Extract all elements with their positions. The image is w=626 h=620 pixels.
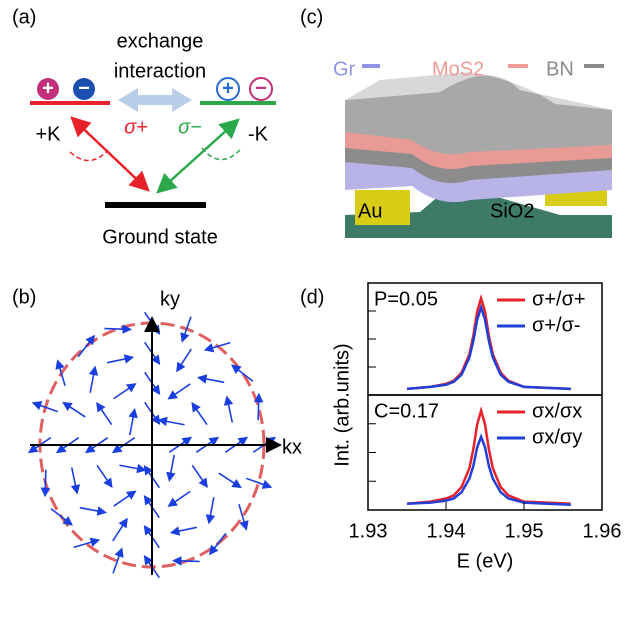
vector-arrow bbox=[104, 329, 130, 330]
vector-arrow bbox=[97, 403, 112, 424]
panel-label: (d) bbox=[300, 286, 324, 308]
vector-arrow bbox=[169, 491, 190, 506]
vector-arrow bbox=[199, 378, 225, 383]
vector-arrow bbox=[78, 336, 94, 357]
svg-text:+: + bbox=[222, 77, 234, 99]
x-tick-label: 1.93 bbox=[349, 520, 388, 542]
legend-label: MoS2 bbox=[432, 58, 484, 80]
valley-label: +K bbox=[35, 123, 61, 145]
legend-label: σ+/σ- bbox=[532, 314, 581, 336]
panel-label: (c) bbox=[300, 6, 323, 28]
vector-arrow bbox=[51, 509, 72, 525]
vector-arrow bbox=[119, 465, 145, 470]
sigma-label: σ+ bbox=[124, 116, 148, 138]
double-arrow bbox=[118, 88, 192, 112]
valley-label: -K bbox=[248, 123, 269, 145]
vector-arrow bbox=[210, 533, 226, 554]
x-tick-label: 1.96 bbox=[583, 520, 622, 542]
annotation: C=0.17 bbox=[374, 400, 439, 422]
exchange-text: exchange bbox=[117, 30, 204, 52]
vector-arrow bbox=[171, 527, 196, 532]
vector-arrow bbox=[219, 473, 241, 487]
legend-label: σ+/σ+ bbox=[532, 288, 586, 310]
panel-label: (a) bbox=[12, 6, 36, 28]
annotation: P=0.05 bbox=[374, 288, 438, 310]
vector-arrow bbox=[192, 465, 207, 486]
vector-arrow bbox=[258, 394, 259, 420]
x-tick-label: 1.95 bbox=[505, 520, 544, 542]
vector-arrow bbox=[97, 465, 112, 486]
ground-label: Ground state bbox=[102, 226, 218, 248]
panel-label: (b) bbox=[12, 286, 36, 308]
material-label: SiO2 bbox=[490, 200, 534, 222]
vector-arrow bbox=[107, 357, 132, 362]
vector-arrow bbox=[90, 367, 95, 393]
legend-label: σx/σx bbox=[532, 400, 582, 422]
y-axis-label: Int. (arb.units) bbox=[331, 343, 353, 466]
figure: (a) exchange interaction + − + − +K -K σ… bbox=[0, 0, 626, 615]
device-schematic bbox=[345, 72, 612, 238]
vector-arrow bbox=[159, 420, 185, 425]
vector-arrow bbox=[114, 384, 135, 399]
legend-label: σx/σy bbox=[532, 426, 582, 448]
sigma-label: σ− bbox=[178, 116, 202, 138]
dashed-arc bbox=[202, 148, 240, 160]
svg-text:−: − bbox=[78, 77, 90, 99]
x-axis-label: E (eV) bbox=[457, 550, 514, 572]
vector-arrow bbox=[169, 455, 174, 481]
legend-label: Gr bbox=[333, 58, 356, 80]
x-tick-label: 1.94 bbox=[427, 520, 466, 542]
vector-arrow bbox=[114, 491, 135, 506]
material-label: Au bbox=[358, 200, 382, 222]
vector-arrow bbox=[74, 540, 99, 547]
vector-arrow bbox=[45, 470, 46, 496]
vector-arrow bbox=[130, 410, 135, 436]
dashed-arc bbox=[70, 150, 108, 161]
vector-arrow bbox=[205, 343, 230, 350]
svg-text:+: + bbox=[42, 77, 54, 99]
vector-arrow bbox=[239, 504, 246, 529]
vector-arrow bbox=[58, 361, 65, 386]
exchange-text: interaction bbox=[114, 60, 206, 82]
vector-arrow bbox=[192, 403, 207, 424]
vector-arrow bbox=[64, 403, 86, 417]
vector-arrow bbox=[169, 384, 190, 399]
vector-arrow bbox=[80, 508, 106, 513]
axis-label: kx bbox=[282, 436, 302, 458]
axis-label: ky bbox=[160, 288, 180, 310]
svg-text:−: − bbox=[255, 77, 267, 99]
legend-label: BN bbox=[546, 58, 574, 80]
vector-arrow bbox=[174, 561, 200, 562]
vector-arrow bbox=[209, 497, 214, 523]
vector-arrow bbox=[227, 397, 232, 422]
vector-arrow bbox=[232, 365, 253, 381]
vector-arrow bbox=[177, 349, 191, 371]
vector-arrow bbox=[72, 467, 77, 492]
plots: P=0.05 σ+/σ+ σ+/σ- C=0.17 σx/σx σx/σy 1.93 1.94… bbox=[349, 283, 622, 572]
vector-arrow bbox=[113, 519, 127, 541]
spectrum bbox=[407, 411, 571, 504]
